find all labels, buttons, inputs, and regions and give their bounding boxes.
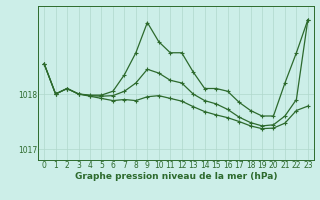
X-axis label: Graphe pression niveau de la mer (hPa): Graphe pression niveau de la mer (hPa) xyxy=(75,172,277,181)
